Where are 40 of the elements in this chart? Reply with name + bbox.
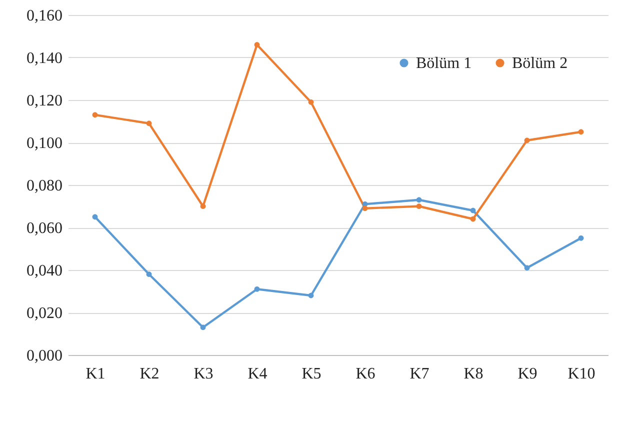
y-tick-label: 0,040 <box>26 262 62 280</box>
point <box>578 129 584 135</box>
point <box>92 112 98 118</box>
point <box>254 286 260 292</box>
x-tick-label: K1 <box>86 366 106 382</box>
x-tick-label: K4 <box>248 366 268 382</box>
point <box>416 204 422 209</box>
x-tick-label: K10 <box>568 366 596 382</box>
x-tick-label: K8 <box>464 366 484 382</box>
y-tick-label: 0,020 <box>26 305 62 322</box>
point <box>578 235 584 241</box>
x-tick-label: K9 <box>518 366 538 382</box>
point <box>146 120 152 126</box>
point <box>200 324 206 330</box>
y-tick-label: 0,140 <box>26 50 62 67</box>
x-tick-label: K7 <box>410 366 430 382</box>
point <box>524 138 530 144</box>
point <box>362 206 368 212</box>
point <box>416 197 422 203</box>
x-tick-label: K6 <box>356 366 376 382</box>
y-tick-label: 0,060 <box>26 220 62 237</box>
y-tick-label: 0,120 <box>26 92 62 110</box>
legend-label: Bölüm 2 <box>512 55 568 72</box>
x-tick-label: K3 <box>194 366 214 382</box>
point <box>470 208 476 214</box>
legend-label: Bölüm 1 <box>416 55 472 72</box>
y-tick-label: 0,160 <box>26 8 62 24</box>
point <box>146 272 152 277</box>
point <box>470 216 476 222</box>
y-tick-label: 0,080 <box>26 178 62 194</box>
x-tick-label: K2 <box>140 366 160 382</box>
y-tick-label: 0,000 <box>26 348 62 364</box>
point <box>308 99 314 105</box>
point <box>254 42 260 48</box>
y-tick-label: 0,100 <box>26 135 62 152</box>
point <box>524 265 530 271</box>
point <box>92 214 98 220</box>
x-tick-label: K5 <box>302 366 322 382</box>
point <box>200 204 206 209</box>
point <box>308 292 314 298</box>
